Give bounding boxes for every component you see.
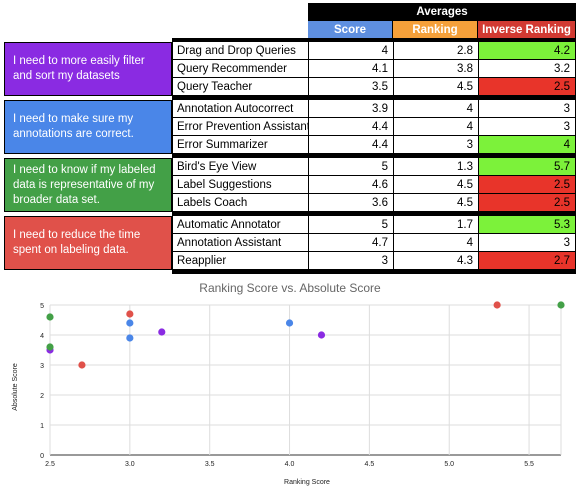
- y-axis-label: Absolute Score: [12, 363, 19, 411]
- scatter-chart: Ranking Score vs. Absolute Score Absolut…: [12, 281, 565, 486]
- column-header: Score: [308, 21, 393, 38]
- score-cell: 4.1: [308, 60, 393, 78]
- feature-name: Bird's Eye View: [172, 158, 308, 176]
- y-tick-label: 1: [40, 423, 44, 430]
- score-cell: 3.5: [308, 78, 393, 96]
- data-point: [78, 361, 86, 369]
- data-point: [126, 319, 134, 327]
- feature-name: Query Recommender: [172, 60, 308, 78]
- group-divider: [172, 38, 576, 42]
- need-label: I need to know if my labeled data is rep…: [4, 158, 172, 212]
- ranking-cell: 2.8: [393, 42, 478, 60]
- group-divider: [172, 96, 576, 100]
- x-tick-label: 5.0: [444, 461, 454, 468]
- x-tick-label: 5.5: [524, 461, 534, 468]
- y-tick-label: 5: [40, 303, 44, 310]
- column-header: Ranking: [393, 21, 478, 38]
- inverse-ranking-cell: 4.2: [478, 42, 576, 60]
- ranking-cell: 4: [393, 118, 478, 136]
- x-tick-label: 4.5: [365, 461, 375, 468]
- feature-name: Query Teacher: [172, 78, 308, 96]
- feature-name: Error Summarizer: [172, 136, 308, 154]
- inverse-ranking-cell: 3.2: [478, 60, 576, 78]
- y-tick-label: 3: [40, 363, 44, 370]
- ranking-cell: 1.3: [393, 158, 478, 176]
- inverse-ranking-cell: 5.3: [478, 216, 576, 234]
- data-point: [493, 301, 501, 309]
- y-tick-label: 0: [40, 453, 44, 460]
- feature-name: Labels Coach: [172, 194, 308, 212]
- ranking-cell: 3.8: [393, 60, 478, 78]
- group-divider: [172, 270, 576, 274]
- feature-name: Label Suggestions: [172, 176, 308, 194]
- score-cell: 4.4: [308, 118, 393, 136]
- feature-name: Error Prevention Assistant: [172, 118, 308, 136]
- score-cell: 4.6: [308, 176, 393, 194]
- feature-name: Annotation Assistant: [172, 234, 308, 252]
- need-label: I need to make sure my annotations are c…: [4, 100, 172, 154]
- ranking-cell: 4: [393, 100, 478, 118]
- x-tick-label: 3.5: [205, 461, 215, 468]
- data-point: [46, 313, 54, 321]
- need-label: I need to reduce the time spent on label…: [4, 216, 172, 270]
- inverse-ranking-cell: 4: [478, 136, 576, 154]
- group-divider: [172, 154, 576, 158]
- data-point: [126, 334, 134, 342]
- feature-name: Annotation Autocorrect: [172, 100, 308, 118]
- data-point: [126, 310, 134, 318]
- inverse-ranking-cell: 2.5: [478, 194, 576, 212]
- ranking-cell: 4: [393, 234, 478, 252]
- need-label: I need to more easily filter and sort my…: [4, 42, 172, 96]
- x-tick-label: 2.5: [45, 461, 55, 468]
- inverse-ranking-cell: 2.7: [478, 252, 576, 270]
- score-cell: 3.6: [308, 194, 393, 212]
- data-point: [317, 331, 326, 339]
- ranking-cell: 4.5: [393, 194, 478, 212]
- x-tick-label: 4.0: [285, 461, 295, 468]
- inverse-ranking-cell: 3: [478, 234, 576, 252]
- averages-header: Averages: [308, 3, 576, 21]
- data-point: [557, 301, 565, 309]
- ranking-cell: 4.5: [393, 78, 478, 96]
- chart-points: [46, 301, 565, 369]
- score-cell: 4.4: [308, 136, 393, 154]
- score-cell: 4.7: [308, 234, 393, 252]
- inverse-ranking-cell: 5.7: [478, 158, 576, 176]
- chart-ticks: 0 1 2 3 4 5 2.5 3.0 3.5 4.0 4.5 5.0 5.5: [40, 303, 534, 468]
- inverse-ranking-cell: 2.5: [478, 176, 576, 194]
- x-tick-label: 3.0: [125, 461, 135, 468]
- ranking-cell: 4.5: [393, 176, 478, 194]
- data-point: [285, 319, 294, 327]
- y-tick-label: 2: [40, 393, 44, 400]
- score-cell: 3: [308, 252, 393, 270]
- ranking-cell: 4.3: [393, 252, 478, 270]
- inverse-ranking-cell: 3: [478, 118, 576, 136]
- y-tick-label: 4: [40, 333, 44, 340]
- ratings-table: Averages Score Ranking Inverse Ranking I nee…: [4, 3, 576, 274]
- feature-name: Automatic Annotator: [172, 216, 308, 234]
- inverse-ranking-cell: 2.5: [478, 78, 576, 96]
- score-cell: 5: [308, 158, 393, 176]
- ranking-cell: 1.7: [393, 216, 478, 234]
- x-axis-label: Ranking Score: [284, 479, 330, 486]
- ranking-cell: 3: [393, 136, 478, 154]
- score-cell: 3.9: [308, 100, 393, 118]
- chart-grid: [49, 304, 562, 456]
- feature-name: Reapplier: [172, 252, 308, 270]
- score-cell: 5: [308, 216, 393, 234]
- data-point: [46, 343, 54, 351]
- feature-name: Drag and Drop Queries: [172, 42, 308, 60]
- column-header: Inverse Ranking: [478, 21, 576, 38]
- group-divider: [172, 212, 576, 216]
- data-point: [158, 328, 166, 336]
- inverse-ranking-cell: 3: [478, 100, 576, 118]
- score-cell: 4: [308, 42, 393, 60]
- chart-title: Ranking Score vs. Absolute Score: [199, 281, 381, 295]
